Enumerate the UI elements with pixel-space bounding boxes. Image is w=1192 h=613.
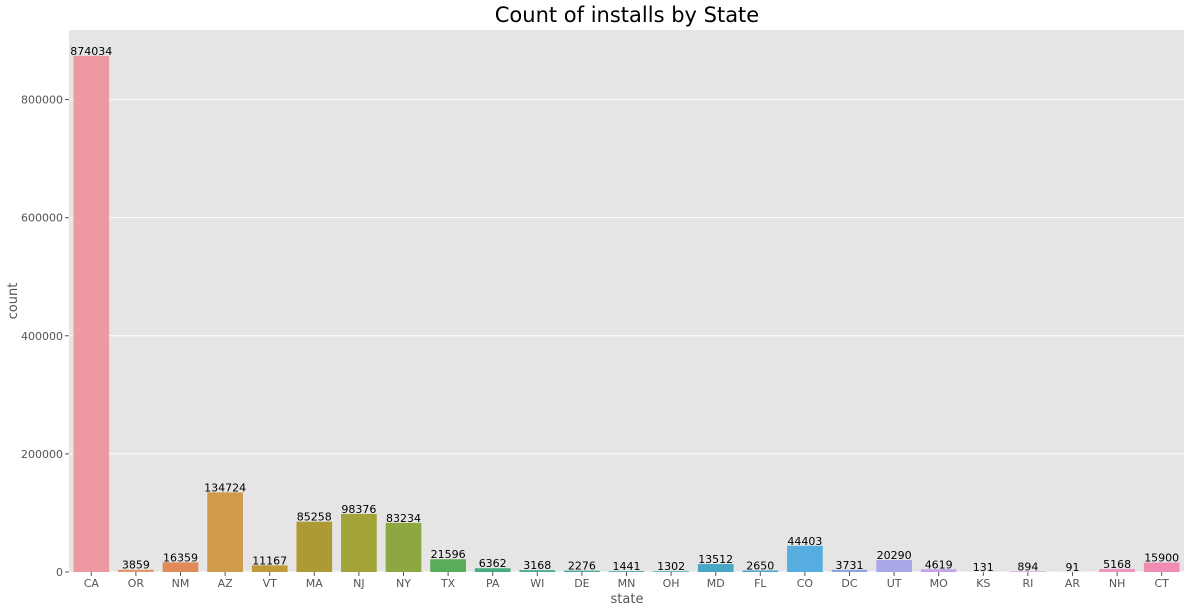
bar-OH (653, 571, 689, 572)
x-tick-label-MA: MA (306, 577, 323, 590)
bar-DE (564, 570, 600, 572)
x-tick-label-RI: RI (1022, 577, 1033, 590)
data-label-AZ: 134724 (204, 481, 246, 494)
data-label-NH: 5168 (1103, 558, 1131, 571)
bar-MA (296, 521, 333, 572)
x-tick-label-NH: NH (1109, 577, 1126, 590)
data-label-AR: 91 (1066, 561, 1080, 574)
x-tick-label-MN: MN (618, 577, 636, 590)
bar-DC (831, 569, 868, 572)
data-label-UT: 20290 (877, 549, 912, 562)
y-tick-label: 600000 (21, 212, 63, 225)
data-label-MN: 1441 (613, 560, 641, 573)
bar-MN (608, 571, 645, 572)
bar-MD (697, 564, 734, 572)
data-labels: 874034 3859 16359 134724 11167 85258 98376 8323… (70, 45, 1179, 574)
bar-TX (430, 559, 466, 572)
bar-MO (920, 569, 957, 572)
x-tick-label-NJ: NJ (353, 577, 364, 590)
bar-PA (474, 568, 511, 572)
x-tick-label-DC: DC (841, 577, 857, 590)
bar-FL (742, 570, 779, 572)
x-tick-label-AR: AR (1065, 577, 1081, 590)
data-label-VT: 11167 (252, 554, 287, 567)
bar-OR (118, 569, 154, 572)
data-label-OR: 3859 (122, 559, 150, 572)
x-tick-label-CT: CT (1154, 577, 1169, 590)
data-label-MO: 4619 (925, 558, 953, 571)
bar-VT (251, 565, 288, 572)
y-tick-label: 0 (56, 566, 63, 579)
data-label-MD: 13512 (698, 553, 733, 566)
data-label-DC: 3731 (836, 559, 864, 572)
y-tick-label: 400000 (21, 330, 63, 343)
x-axis-ticks: CA OR NM AZ VT MA NJ NY TX PA WI DE MN OH MD FL CO DC UT MO… (84, 572, 1169, 590)
bar-NM (162, 562, 199, 572)
bar-UT (876, 560, 912, 572)
x-tick-label-MD: MD (707, 577, 725, 590)
y-axis-ticks: 0 200000 400000 600000 800000 (21, 94, 69, 579)
data-label-NJ: 98376 (341, 503, 376, 516)
x-tick-label-OR: OR (128, 577, 145, 590)
bar-CO (787, 545, 823, 572)
x-tick-label-CO: CO (797, 577, 814, 590)
y-axis-label: count (6, 283, 21, 320)
x-tick-label-PA: PA (486, 577, 500, 590)
x-tick-label-AZ: AZ (218, 577, 234, 590)
data-label-NM: 16359 (163, 551, 198, 564)
x-tick-label-DE: DE (574, 577, 589, 590)
x-tick-label-NM: NM (172, 577, 190, 590)
x-tick-label-NY: NY (396, 577, 411, 590)
x-tick-label-UT: UT (887, 577, 902, 590)
data-label-FL: 2650 (746, 559, 774, 572)
data-label-MA: 85258 (297, 511, 332, 524)
data-label-RI: 894 (1017, 560, 1038, 573)
bar-RI (1010, 571, 1046, 572)
x-tick-label-CA: CA (84, 577, 100, 590)
data-label-OH: 1302 (657, 560, 685, 573)
y-tick-label: 200000 (21, 448, 63, 461)
bar-NJ (341, 513, 377, 572)
chart-title: Count of installs by State (495, 3, 759, 27)
y-tick-label: 800000 (21, 94, 63, 107)
x-tick-label-VT: VT (263, 577, 278, 590)
bar-AZ (207, 492, 243, 572)
data-label-CA: 874034 (70, 45, 112, 58)
data-label-WI: 3168 (523, 559, 551, 572)
x-tick-label-WI: WI (530, 577, 544, 590)
x-tick-label-FL: FL (754, 577, 767, 590)
data-label-CO: 44403 (787, 535, 822, 548)
x-tick-label-TX: TX (440, 577, 456, 590)
data-label-KS: 131 (973, 561, 994, 574)
plot-area (69, 30, 1184, 572)
x-tick-label-OH: OH (663, 577, 680, 590)
data-label-NY: 83234 (386, 512, 421, 525)
data-label-CT: 15900 (1144, 552, 1179, 565)
data-label-DE: 2276 (568, 560, 596, 573)
x-axis-label: state (611, 592, 644, 607)
bar-CT (1143, 562, 1180, 572)
x-tick-label-MO: MO (930, 577, 948, 590)
data-label-PA: 6362 (479, 557, 507, 570)
bar-CA (73, 55, 110, 572)
bars (73, 55, 1180, 572)
x-tick-label-KS: KS (976, 577, 990, 590)
bar-NH (1099, 568, 1135, 572)
bar-WI (519, 570, 556, 572)
bar-NY (385, 522, 422, 572)
data-label-TX: 21596 (431, 548, 466, 561)
